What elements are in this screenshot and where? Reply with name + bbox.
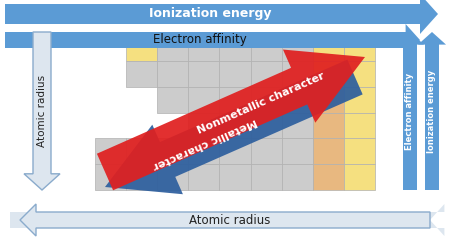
Text: Electron affinity: Electron affinity	[153, 34, 247, 47]
Text: Atomic radius: Atomic radius	[189, 213, 271, 227]
Bar	[282, 87, 313, 112]
Bar	[344, 164, 375, 190]
Polygon shape	[24, 32, 60, 190]
Bar	[188, 164, 219, 190]
Bar	[282, 138, 313, 164]
Bar	[251, 112, 282, 138]
Bar	[219, 87, 251, 112]
Text: Ionization energy: Ionization energy	[149, 8, 271, 20]
Bar	[282, 112, 313, 138]
Bar	[219, 164, 251, 190]
Bar	[219, 61, 251, 87]
Bar	[282, 164, 313, 190]
Bar	[313, 87, 344, 112]
Bar	[313, 61, 344, 87]
Polygon shape	[20, 204, 430, 236]
Polygon shape	[97, 50, 365, 190]
Bar	[188, 61, 219, 87]
Bar	[282, 35, 313, 61]
Bar	[188, 35, 219, 61]
Bar	[188, 87, 219, 112]
Bar	[251, 61, 282, 87]
Text: Metallic character: Metallic character	[151, 116, 259, 170]
Bar	[313, 164, 344, 190]
Bar	[313, 35, 344, 61]
Polygon shape	[5, 0, 438, 34]
Bar	[126, 35, 157, 61]
Bar	[251, 87, 282, 112]
Bar	[157, 35, 188, 61]
Bar	[344, 61, 375, 87]
Bar	[219, 112, 251, 138]
Bar	[95, 164, 126, 190]
Bar	[188, 112, 219, 138]
Polygon shape	[105, 60, 363, 194]
Bar	[126, 138, 157, 164]
Text: Ionization energy: Ionization energy	[428, 69, 437, 153]
Polygon shape	[10, 204, 445, 236]
Bar	[282, 61, 313, 87]
Text: Electron affinity: Electron affinity	[405, 72, 414, 150]
Bar	[219, 35, 251, 61]
Bar	[126, 61, 157, 87]
Bar	[95, 138, 126, 164]
Bar	[344, 87, 375, 112]
Bar	[157, 61, 188, 87]
Bar	[251, 138, 282, 164]
Bar	[251, 164, 282, 190]
Bar	[157, 138, 188, 164]
Bar	[251, 35, 282, 61]
Bar	[157, 164, 188, 190]
Bar	[344, 112, 375, 138]
Bar	[219, 138, 251, 164]
Bar	[188, 138, 219, 164]
Bar	[157, 87, 188, 112]
Polygon shape	[396, 32, 424, 190]
Bar	[313, 138, 344, 164]
Polygon shape	[418, 32, 446, 190]
Bar	[344, 35, 375, 61]
Bar	[344, 138, 375, 164]
Bar	[126, 164, 157, 190]
Text: Nonmetallic character: Nonmetallic character	[196, 71, 326, 136]
Text: Atomic radius: Atomic radius	[37, 75, 47, 147]
Polygon shape	[5, 24, 420, 56]
Bar	[313, 112, 344, 138]
